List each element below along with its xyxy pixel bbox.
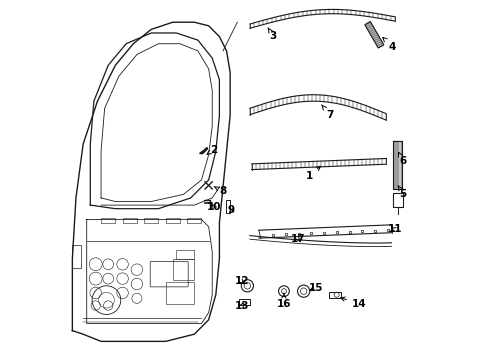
Text: 9: 9 [227, 206, 234, 216]
Bar [329, 292, 340, 298]
Text: 2: 2 [206, 144, 217, 154]
Text: 11: 11 [387, 225, 402, 234]
Text: 5: 5 [397, 186, 406, 199]
Text: 1: 1 [305, 166, 320, 181]
Text: 8: 8 [214, 186, 226, 197]
Text: 15: 15 [308, 283, 323, 293]
Bar [101, 218, 115, 223]
Bar [122, 218, 137, 223]
Text: 6: 6 [398, 152, 406, 166]
Text: 12: 12 [234, 276, 248, 287]
Bar [165, 282, 194, 304]
Text: 10: 10 [206, 202, 221, 212]
Text: 16: 16 [276, 293, 290, 309]
Text: 13: 13 [234, 301, 248, 311]
Bar [165, 218, 180, 223]
Bar [172, 259, 194, 280]
Text: 7: 7 [321, 105, 333, 120]
Text: 14: 14 [340, 297, 366, 309]
Bar [392, 193, 403, 207]
Bar [72, 244, 81, 268]
Bar [144, 218, 158, 223]
Bar [225, 201, 230, 213]
Text: 3: 3 [267, 28, 276, 41]
Bar [239, 299, 249, 305]
Bar [176, 250, 194, 259]
Text: 4: 4 [382, 37, 395, 51]
Text: 17: 17 [290, 234, 305, 244]
Bar [187, 218, 201, 223]
